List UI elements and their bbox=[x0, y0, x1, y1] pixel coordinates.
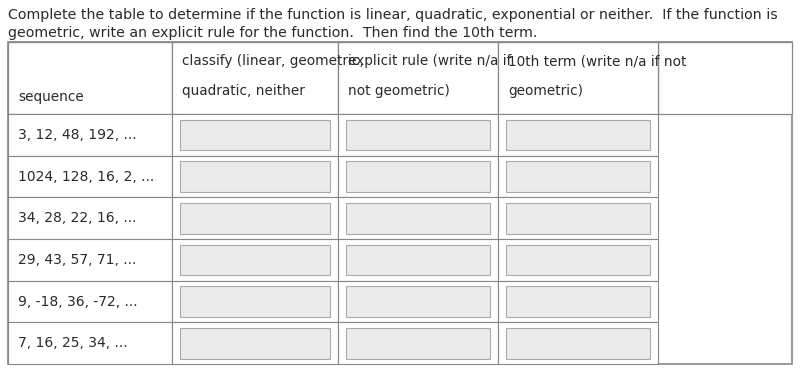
Bar bbox=[8, 322, 172, 364]
Text: 29, 43, 57, 71, ...: 29, 43, 57, 71, ... bbox=[18, 253, 136, 267]
Text: 10th term (write n/a if not: 10th term (write n/a if not bbox=[508, 54, 686, 68]
Text: geometric, write an explicit rule for the function.  Then find the 10th term.: geometric, write an explicit rule for th… bbox=[8, 26, 538, 40]
Bar bbox=[180, 286, 330, 317]
Bar bbox=[498, 197, 658, 239]
Bar bbox=[658, 42, 792, 114]
Bar bbox=[172, 114, 338, 156]
Bar bbox=[498, 42, 658, 114]
Text: Complete the table to determine if the function is linear, quadratic, exponentia: Complete the table to determine if the f… bbox=[8, 8, 778, 22]
Bar bbox=[172, 322, 338, 364]
Bar bbox=[498, 156, 658, 197]
Bar bbox=[8, 42, 172, 114]
Bar bbox=[172, 42, 338, 114]
Bar bbox=[180, 328, 330, 359]
Bar bbox=[338, 197, 498, 239]
Bar bbox=[338, 156, 498, 197]
Bar bbox=[8, 239, 172, 281]
Bar bbox=[506, 161, 650, 192]
Bar bbox=[346, 245, 490, 275]
Bar bbox=[506, 245, 650, 275]
Text: 9, -18, 36, -72, ...: 9, -18, 36, -72, ... bbox=[18, 295, 138, 309]
Text: geometric): geometric) bbox=[508, 84, 583, 98]
Bar bbox=[346, 328, 490, 359]
Text: explicit rule (write n/a if: explicit rule (write n/a if bbox=[348, 54, 511, 68]
Bar bbox=[498, 239, 658, 281]
Bar bbox=[8, 42, 172, 114]
Bar bbox=[180, 161, 330, 192]
Text: quadratic, neither: quadratic, neither bbox=[182, 84, 305, 98]
Bar bbox=[172, 156, 338, 197]
Bar bbox=[8, 281, 172, 322]
Bar bbox=[506, 120, 650, 150]
Bar bbox=[506, 286, 650, 317]
Bar bbox=[8, 197, 172, 239]
Bar bbox=[498, 281, 658, 322]
Bar bbox=[180, 203, 330, 233]
Bar bbox=[172, 239, 338, 281]
Bar bbox=[180, 120, 330, 150]
Bar bbox=[8, 156, 172, 197]
Bar bbox=[506, 328, 650, 359]
Bar bbox=[346, 161, 490, 192]
Bar bbox=[338, 239, 498, 281]
Bar bbox=[172, 42, 338, 114]
Bar bbox=[180, 245, 330, 275]
Text: not geometric): not geometric) bbox=[348, 84, 450, 98]
Bar bbox=[8, 114, 172, 156]
Bar bbox=[172, 197, 338, 239]
Text: 1024, 128, 16, 2, ...: 1024, 128, 16, 2, ... bbox=[18, 169, 154, 184]
Bar bbox=[8, 42, 792, 364]
Text: 3, 12, 48, 192, ...: 3, 12, 48, 192, ... bbox=[18, 128, 137, 142]
Bar bbox=[498, 42, 658, 114]
Bar bbox=[338, 281, 498, 322]
Text: 7, 16, 25, 34, ...: 7, 16, 25, 34, ... bbox=[18, 336, 128, 350]
Bar bbox=[346, 120, 490, 150]
Text: 34, 28, 22, 16, ...: 34, 28, 22, 16, ... bbox=[18, 211, 137, 225]
Bar bbox=[498, 322, 658, 364]
Bar bbox=[346, 203, 490, 233]
Bar bbox=[338, 42, 498, 114]
Bar bbox=[338, 114, 498, 156]
Bar bbox=[172, 281, 338, 322]
Bar bbox=[338, 42, 498, 114]
Text: classify (linear, geometric,: classify (linear, geometric, bbox=[182, 54, 364, 68]
Text: sequence: sequence bbox=[18, 90, 84, 104]
Bar bbox=[346, 286, 490, 317]
Bar bbox=[506, 203, 650, 233]
Bar bbox=[498, 114, 658, 156]
Bar bbox=[338, 322, 498, 364]
